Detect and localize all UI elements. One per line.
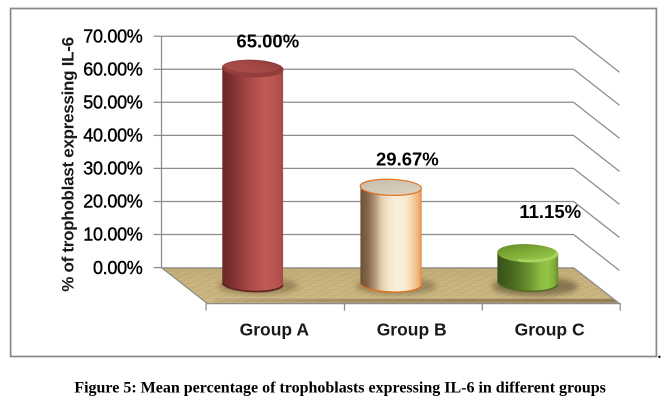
svg-text:60.00%: 60.00% bbox=[83, 60, 143, 80]
svg-text:65.00%: 65.00% bbox=[236, 30, 299, 51]
svg-text:% of trophoblast expressing IL: % of trophoblast expressing IL-6 bbox=[58, 37, 77, 292]
svg-text:Group A: Group A bbox=[240, 319, 310, 339]
svg-text:Group C: Group C bbox=[515, 319, 585, 339]
svg-text:70.00%: 70.00% bbox=[83, 26, 143, 46]
svg-text:40.00%: 40.00% bbox=[83, 126, 143, 146]
svg-text:0.00%: 0.00% bbox=[93, 258, 143, 278]
svg-text:30.00%: 30.00% bbox=[83, 159, 143, 179]
svg-text:50.00%: 50.00% bbox=[83, 93, 143, 113]
svg-text:.: . bbox=[658, 346, 662, 362]
svg-text:20.00%: 20.00% bbox=[83, 192, 143, 212]
svg-text:29.67%: 29.67% bbox=[376, 149, 439, 170]
svg-text:10.00%: 10.00% bbox=[83, 225, 143, 245]
svg-text:Figure 5: Mean percentage of t: Figure 5: Mean percentage of trophoblast… bbox=[74, 380, 606, 397]
svg-text:11.15%: 11.15% bbox=[519, 201, 581, 222]
svg-text:Group B: Group B bbox=[377, 319, 447, 339]
